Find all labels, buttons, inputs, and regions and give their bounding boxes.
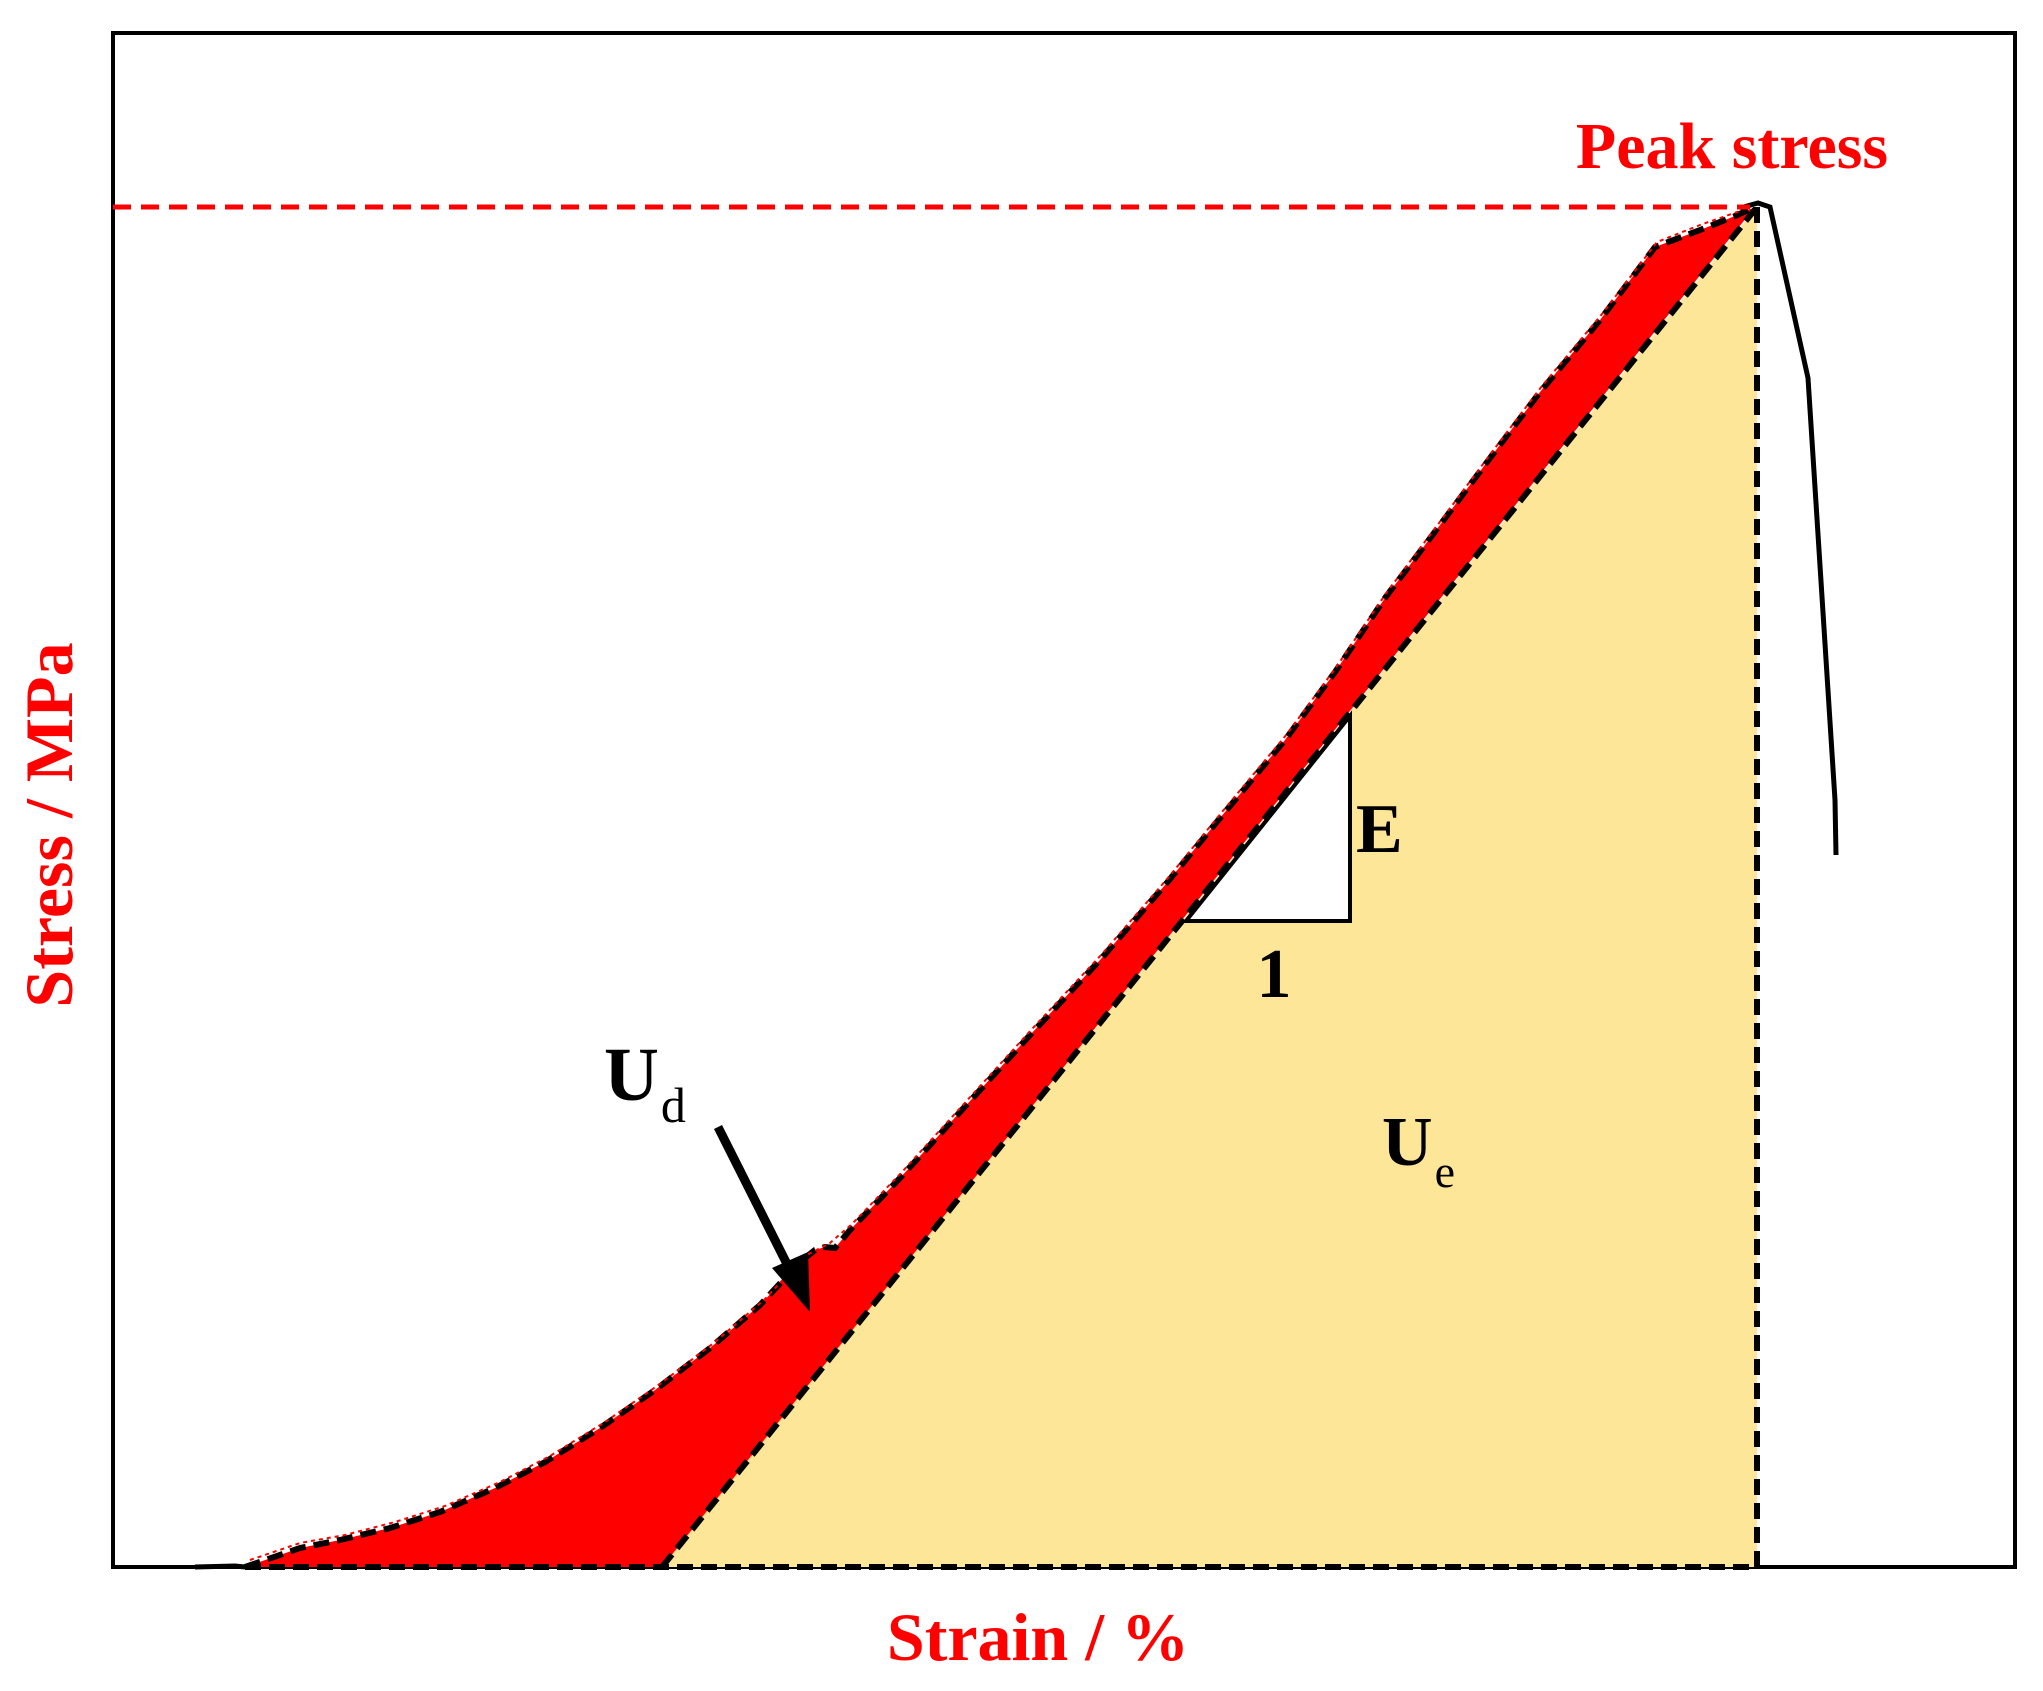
ud-arrow-head	[772, 1252, 810, 1312]
stress-strain-curve-post-peak	[1739, 200, 1839, 856]
x-axis-label: Strain / %	[887, 1599, 1189, 1675]
unit-run-label: 1	[1257, 936, 1292, 1013]
ue-main: U	[1382, 1104, 1433, 1181]
unloading-line	[659, 205, 1760, 1569]
ud-subscript: d	[661, 1077, 686, 1133]
peak-stress-label: Peak stress	[1576, 110, 1888, 183]
modulus-label: E	[1356, 791, 1403, 868]
slope-triangle	[1181, 710, 1352, 923]
y-axis-label: Stress / MPa	[11, 642, 87, 1007]
ud-arrow-shaft	[713, 1124, 795, 1273]
ud-label: Ud	[604, 1033, 686, 1133]
ue-subscript: e	[1435, 1146, 1455, 1197]
stress-strain-curve-toe	[194, 1563, 246, 1570]
ud-main: U	[604, 1033, 659, 1117]
ue-label: Ue	[1382, 1104, 1455, 1197]
stress-strain-curve-red-edge	[249, 210, 1741, 1561]
stress-strain-curve-dashed	[244, 204, 1757, 1570]
dissipated-energy-region	[245, 207, 1755, 1567]
